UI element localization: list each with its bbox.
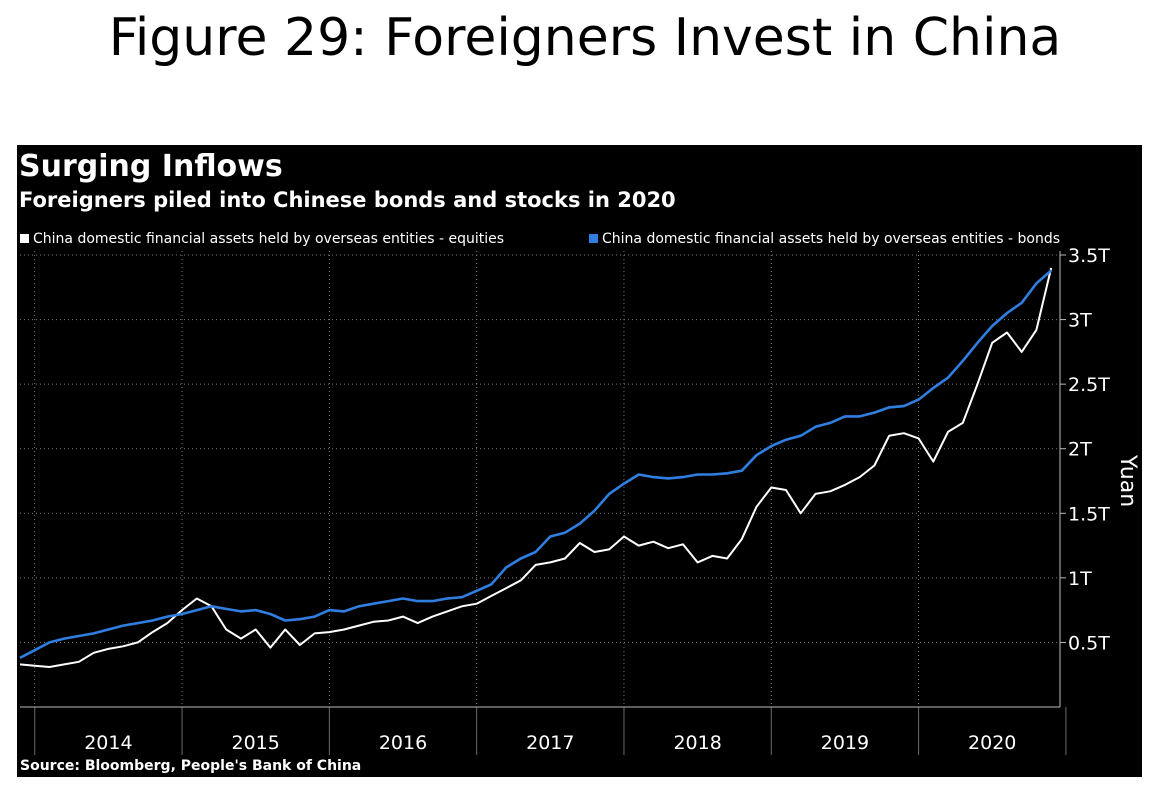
- x-tick-label: 2016: [379, 732, 427, 754]
- legend-swatch-equities: [20, 234, 29, 243]
- x-tick-label: 2014: [84, 732, 132, 754]
- legend-swatch-bonds: [589, 234, 598, 243]
- chart-plot: 0.5T 1T 1.5T 2T 2.5T 3T 3.5T 2014 2015 2016 2017 20…: [19, 245, 1140, 755]
- legend-item-equities: China domestic financial assets held by …: [20, 231, 504, 247]
- page-title: Figure 29: Foreigners Invest in China: [108, 8, 1062, 68]
- legend-item-bonds: China domestic financial assets held by …: [589, 231, 1060, 247]
- legend-label-bonds: China domestic financial assets held by …: [602, 231, 1061, 247]
- chart-panel: Surging Inflows Foreigners piled into Ch…: [17, 145, 1142, 777]
- series-line-bonds: [19, 269, 1053, 660]
- x-tick-label: 2017: [526, 732, 574, 754]
- x-tick-label: 2019: [821, 732, 869, 754]
- source-note: Source: Bloomberg, People's Bank of Chin…: [20, 758, 362, 774]
- y-axis-label: Yuan: [1115, 454, 1140, 507]
- y-tick-label: 0.5T: [1068, 632, 1110, 654]
- y-tick-label: 3T: [1068, 310, 1092, 332]
- y-tick-label: 3.5T: [1068, 245, 1110, 267]
- y-tick-label: 1T: [1068, 568, 1092, 590]
- chart-title: Surging Inflows: [19, 149, 283, 184]
- y-tick-label: 1.5T: [1068, 503, 1110, 525]
- x-tick-label: 2020: [968, 732, 1016, 754]
- y-tick-label: 2T: [1068, 439, 1092, 461]
- chart-subtitle: Foreigners piled into Chinese bonds and …: [19, 188, 676, 212]
- series-line-equities: [19, 267, 1053, 668]
- legend-label-equities: China domestic financial assets held by …: [33, 231, 505, 247]
- x-tick-label: 2018: [673, 732, 721, 754]
- x-tick-label: 2015: [232, 732, 280, 754]
- y-tick-label: 2.5T: [1068, 374, 1110, 396]
